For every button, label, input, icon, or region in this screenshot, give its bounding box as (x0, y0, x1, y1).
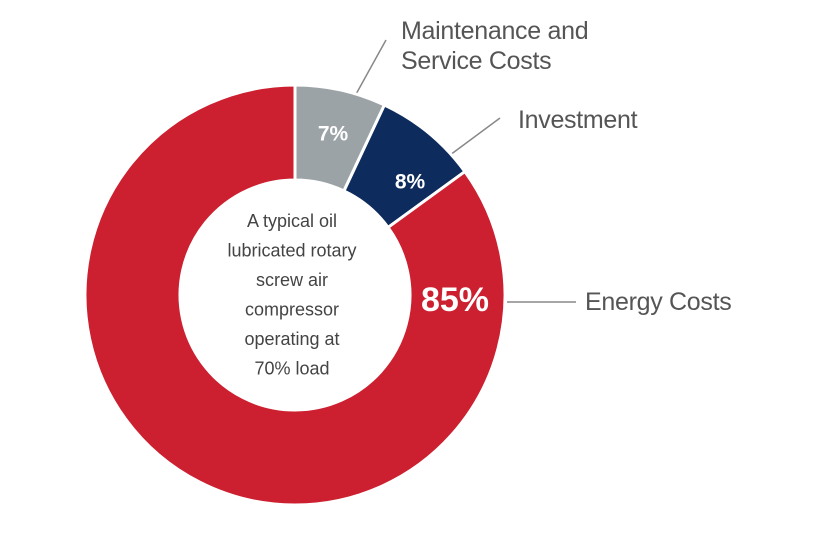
center-text: 70% load (254, 358, 329, 378)
leader-line (445, 117, 501, 159)
value-label: 7% (318, 123, 349, 146)
value-label: 85% (421, 281, 489, 319)
center-text: lubricated rotary (227, 240, 356, 260)
center-text: operating at (244, 329, 339, 349)
center-text: screw air (256, 270, 328, 290)
leader-line (354, 39, 387, 97)
donut-slice (83, 83, 507, 507)
category-label: Maintenance and Service Costs (401, 17, 589, 75)
center-text: A typical oil (247, 211, 337, 231)
value-label: 8% (395, 171, 426, 194)
category-label: Investment (518, 106, 638, 134)
category-label: Energy Costs (585, 288, 732, 316)
center-text: compressor (245, 299, 339, 319)
